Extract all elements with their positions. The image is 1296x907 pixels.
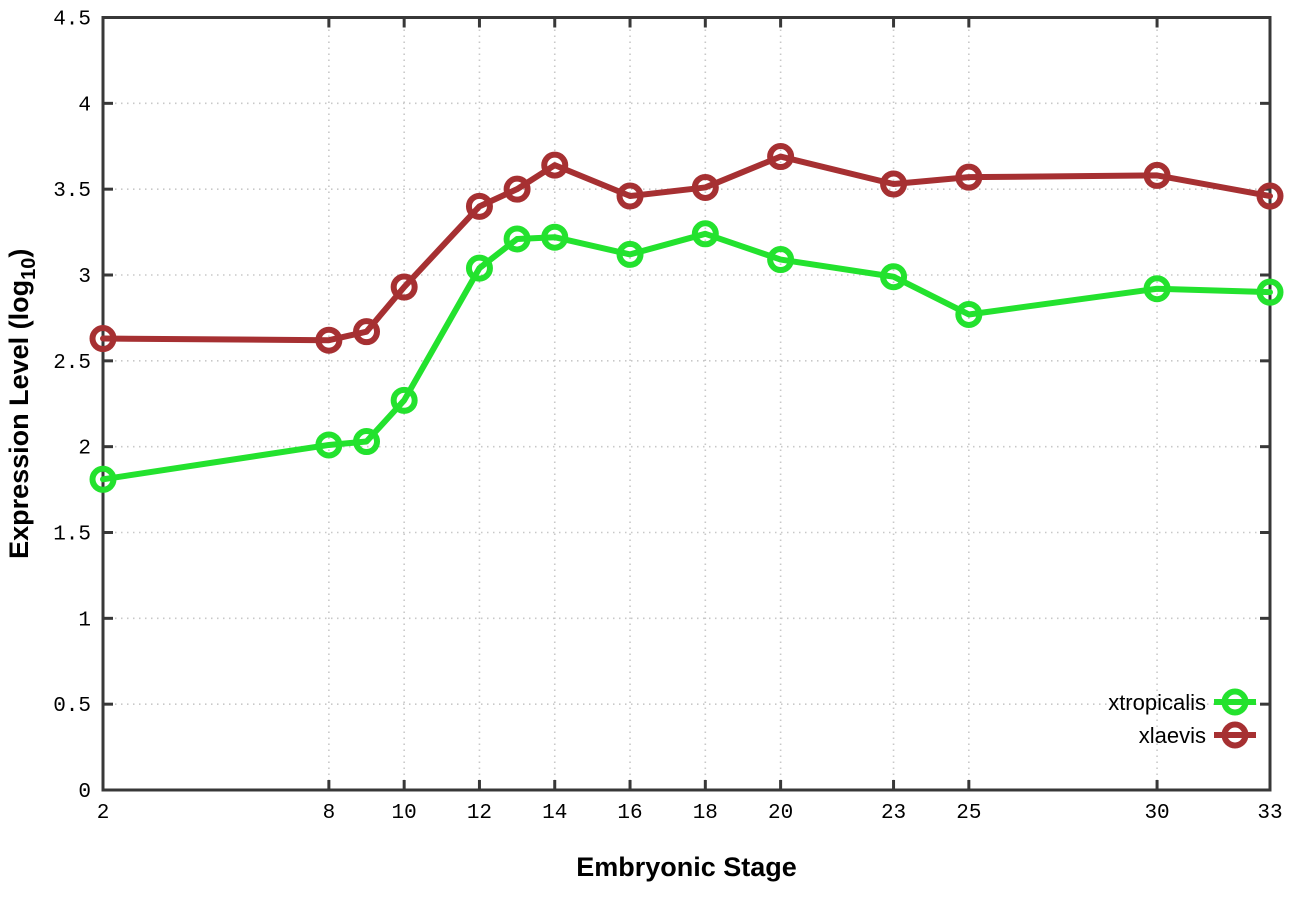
xlaevis-point [89, 325, 117, 353]
x-tick-label: 14 [542, 802, 567, 825]
series-xlaevis [89, 143, 1284, 354]
y-axis-title-close: ) [4, 249, 34, 258]
x-tick-label: 23 [881, 802, 906, 825]
y-tick-label: 0 [78, 781, 91, 804]
xlaevis-point [465, 192, 493, 220]
xlaevis-point [616, 182, 644, 210]
x-tick-label: 16 [617, 802, 642, 825]
x-tick-label: 10 [392, 802, 417, 825]
x-tick-label: 12 [467, 802, 492, 825]
xtropicalis-point [616, 240, 644, 268]
xlaevis-point [315, 326, 343, 354]
x-axis-title: Embryonic Stage [576, 852, 797, 882]
xlaevis-point [880, 170, 908, 198]
xtropicalis-point [503, 225, 531, 253]
x-tick-label: 18 [693, 802, 718, 825]
xtropicalis-point [691, 220, 719, 248]
xtropicalis-point [390, 386, 418, 414]
series-xtropicalis [89, 220, 1284, 493]
x-tick-label: 30 [1144, 802, 1169, 825]
xlaevis-point [353, 318, 381, 346]
x-tick-label: 8 [323, 802, 336, 825]
legend-label: xtropicalis [1108, 690, 1206, 715]
xtropicalis-point [955, 300, 983, 328]
xlaevis-point [767, 143, 795, 171]
xlaevis-point [390, 273, 418, 301]
xlaevis-line [100, 153, 1273, 344]
y-axis-title: Expression Level (log10) [4, 249, 40, 559]
y-tick-label: 0.5 [53, 695, 91, 718]
legend-marker-circle [1221, 721, 1249, 749]
x-tick-label: 25 [956, 802, 981, 825]
xtropicalis-point [767, 246, 795, 274]
xtropicalis-point [465, 254, 493, 282]
xtropicalis-point [315, 431, 343, 459]
y-axis-title-subscript: 10 [18, 258, 40, 280]
xtropicalis-point [880, 263, 908, 291]
xtropicalis-point [1143, 275, 1171, 303]
x-tick-label: 20 [768, 802, 793, 825]
xlaevis-point [1143, 161, 1171, 189]
xlaevis-point [1256, 182, 1284, 210]
x-tick-label: 2 [97, 802, 110, 825]
xtropicalis-point [89, 465, 117, 493]
xtropicalis-point [541, 223, 569, 251]
xtropicalis-line [100, 230, 1273, 483]
xlaevis-point [503, 175, 531, 203]
y-axis-title-main: Expression Level (log [4, 280, 34, 559]
y-tick-label: 4.5 [53, 9, 91, 32]
xlaevis-point [541, 151, 569, 179]
xlaevis-point [691, 173, 719, 201]
legend-entry-xtropicalis: xtropicalis [1108, 688, 1256, 716]
y-tick-label: 2.5 [53, 352, 91, 375]
y-tick-label: 1.5 [53, 524, 91, 547]
xlaevis-point [955, 163, 983, 191]
x-tick-label: 33 [1257, 802, 1282, 825]
y-tick-label: 3.5 [53, 180, 91, 203]
plot-border [101, 16, 1272, 792]
xtropicalis-point [1256, 278, 1284, 306]
legend-label: xlaevis [1139, 723, 1206, 748]
y-tick-label: 4 [78, 94, 91, 117]
xtropicalis-point [353, 428, 381, 456]
y-tick-label: 2 [78, 438, 91, 461]
y-tick-label: 1 [78, 609, 91, 632]
y-tick-label: 3 [78, 266, 91, 289]
legend-entry-xlaevis: xlaevis [1139, 721, 1256, 749]
legend-marker-circle [1221, 688, 1249, 716]
